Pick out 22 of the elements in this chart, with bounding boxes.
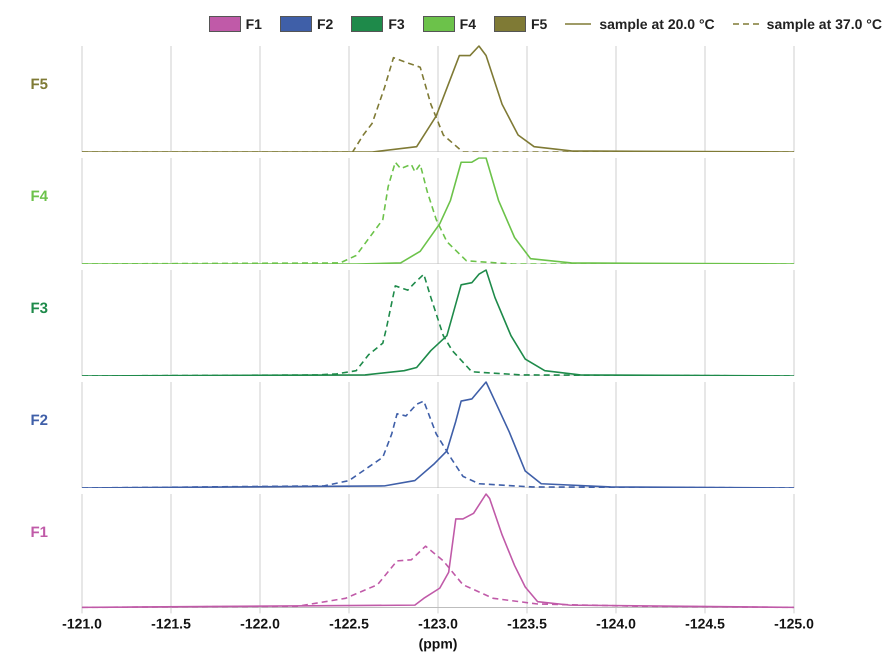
x-axis-title: (ppm) xyxy=(418,635,458,652)
x-tick-label: -122.0 xyxy=(240,616,280,632)
text: F4 xyxy=(30,188,48,205)
legend-label: sample at 20.0 °C xyxy=(599,16,715,32)
x-tick-label: -124.5 xyxy=(685,616,726,632)
x-tick-label: -124.0 xyxy=(596,616,636,632)
x-tick-label: -121.5 xyxy=(151,616,192,632)
x-tick-label: -123.5 xyxy=(507,616,548,632)
chart-title: F5 xyxy=(531,16,548,32)
x-tick-label: -122.5 xyxy=(329,616,370,632)
chart-title: F1 xyxy=(246,16,262,32)
x-tick-label: -125.0 xyxy=(774,616,814,632)
text: F1 xyxy=(30,524,48,541)
chart-title: F5 xyxy=(30,76,48,93)
legend-label: sample at 37.0 °C xyxy=(766,16,882,32)
text: F3 xyxy=(30,300,48,317)
chart-title: F3 xyxy=(388,16,405,32)
text: F2 xyxy=(30,412,48,429)
x-tick-label: -121.0 xyxy=(62,616,102,632)
x-tick-label: -123.0 xyxy=(418,616,458,632)
chart-title: F2 xyxy=(316,16,334,32)
chart-title: F4 xyxy=(460,16,476,32)
